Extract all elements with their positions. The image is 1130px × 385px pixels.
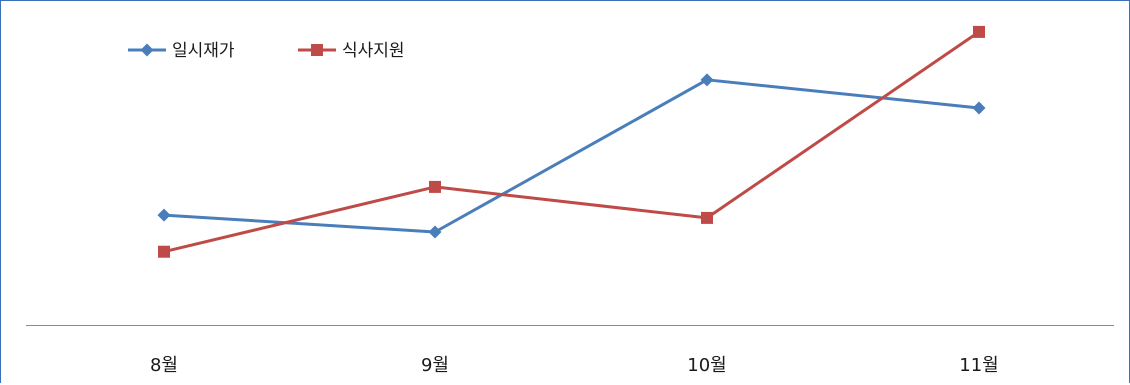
- data-point-2-4: [973, 25, 985, 38]
- x-tick-label: 8월: [150, 355, 178, 376]
- data-point-1-3: [700, 73, 714, 87]
- legend-label: 식사지원: [342, 41, 405, 61]
- data-point-1-1: [157, 208, 171, 222]
- x-tick-labels: 8월 9월 10월 11월: [150, 355, 999, 376]
- legend-item-1: 일시재가: [128, 41, 235, 61]
- series-line-2: [163, 30, 980, 254]
- series-line-1: [163, 78, 980, 234]
- data-point-2-1: [158, 245, 170, 258]
- data-point-2-2: [429, 180, 441, 193]
- legend-marker: [311, 44, 323, 56]
- data-point-2-3: [701, 211, 713, 224]
- series-2: [158, 25, 985, 258]
- legend: 일시재가 식사지원: [128, 41, 405, 61]
- legend-item-2: 식사지원: [298, 41, 405, 61]
- x-tick-label: 10월: [687, 355, 726, 376]
- legend-marker: [140, 43, 154, 57]
- series-layer: [157, 25, 986, 258]
- x-tick-label: 9월: [421, 355, 449, 376]
- data-point-1-4: [972, 101, 986, 115]
- series-1: [157, 73, 986, 239]
- x-tick-label: 11월: [959, 355, 998, 376]
- legend-label: 일시재가: [172, 41, 235, 61]
- data-point-1-2: [428, 225, 442, 239]
